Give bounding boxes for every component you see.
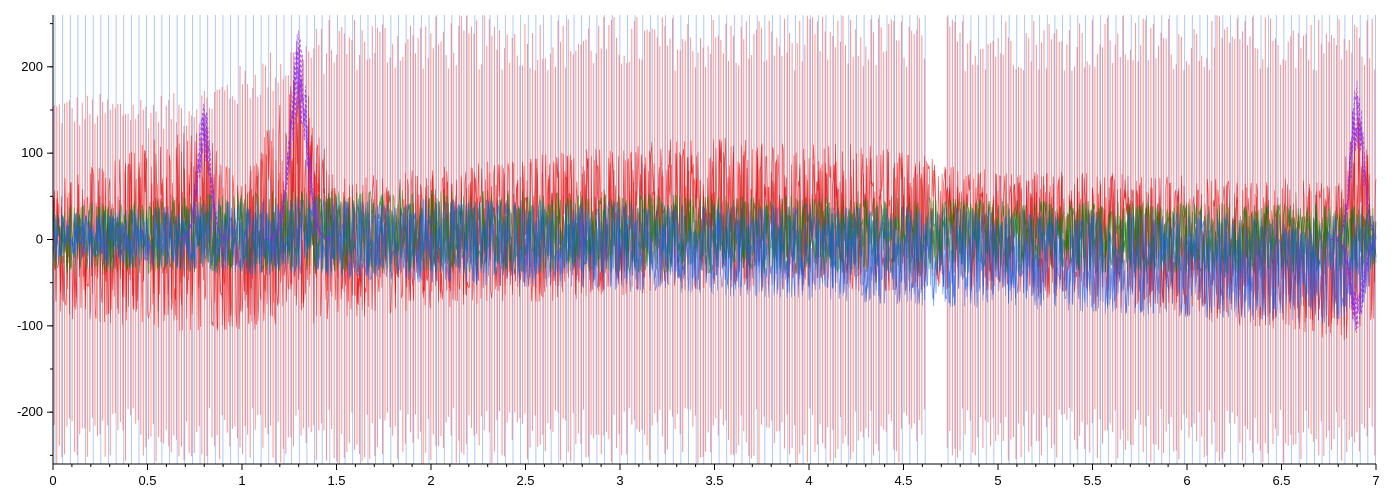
spike-traces	[53, 15, 1376, 464]
peak-trace	[264, 48, 332, 240]
x-tick-label: 3	[616, 473, 623, 488]
x-tick-label: 4.5	[894, 473, 912, 488]
x-tick-label: 6.5	[1272, 473, 1290, 488]
x-tick-label: 4	[805, 473, 812, 488]
y-tick-label: 100	[21, 145, 43, 160]
x-tick-label: 6	[1183, 473, 1190, 488]
x-tick-label: 5	[994, 473, 1001, 488]
y-tick-label: 200	[21, 59, 43, 74]
y-axis-ticks: 200 100 0 -100 -200	[17, 23, 53, 456]
peak-traces	[177, 30, 1377, 333]
peak-trace	[1330, 239, 1377, 327]
x-tick-label: 3.5	[705, 473, 723, 488]
x-tick-label: 0.5	[138, 473, 156, 488]
y-tick-label: -100	[17, 318, 43, 333]
peak-trace	[177, 103, 230, 240]
x-tick-label: 2	[427, 473, 434, 488]
y-tick-label: 0	[36, 232, 43, 247]
x-tick-label: 5.5	[1083, 473, 1101, 488]
x-axis-ticks: 0 0.5 1 1.5 2 2.5 3 3.5 4 4.5 5 5.5 6 6.5 7	[49, 464, 1380, 488]
x-tick-label: 1.5	[327, 473, 345, 488]
signal-band	[52, 79, 1377, 341]
x-tick-label: 2.5	[516, 473, 534, 488]
band-blue-trace	[52, 197, 1377, 325]
x-tick-label: 0	[49, 473, 56, 488]
x-tick-label: 1	[238, 473, 245, 488]
peak-trace	[1330, 108, 1377, 240]
x-tick-label: 7	[1372, 473, 1379, 488]
y-tick-label: -200	[17, 404, 43, 419]
